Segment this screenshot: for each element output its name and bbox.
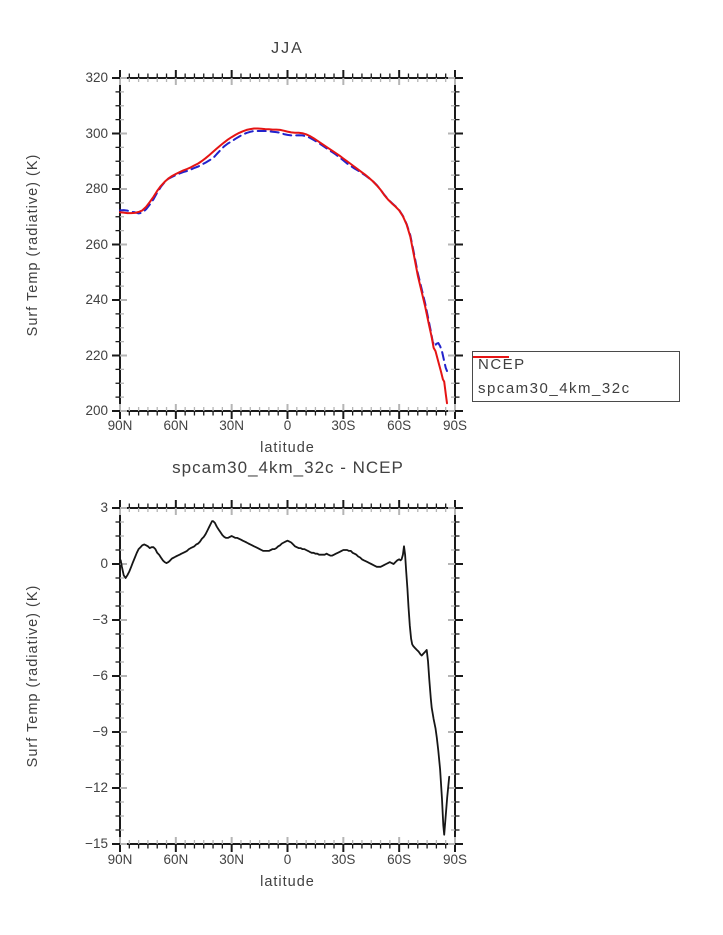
series-line-spcam30-4km-32c xyxy=(119,127,448,405)
y-tick-label: 0 xyxy=(100,556,108,571)
bottom-chart-title: spcam30_4km_32c - NCEP xyxy=(172,458,404,477)
x-tick-label: 60N xyxy=(163,852,189,867)
x-tick-label: 0 xyxy=(283,852,292,867)
y-tick-label: 300 xyxy=(85,125,108,141)
y-tick-label: −9 xyxy=(92,724,108,739)
spcam-solid-line-swatch xyxy=(473,356,509,358)
series-line-ncep xyxy=(119,130,448,372)
y-tick-label: 280 xyxy=(85,181,108,196)
y-tick-label: −3 xyxy=(92,612,108,627)
legend-label-ncep: NCEP xyxy=(478,356,526,374)
x-tick-label: 30N xyxy=(219,852,245,867)
y-tick-label: 240 xyxy=(85,292,108,307)
y-tick-label: 320 xyxy=(85,70,108,85)
x-tick-label: 0 xyxy=(283,418,292,433)
x-tick-label: 30N xyxy=(219,418,245,433)
x-tick-label: 60S xyxy=(387,852,412,867)
top-chart-title: JJA xyxy=(271,40,304,57)
x-tick-label: 60N xyxy=(163,418,189,433)
top-chart-x-axis-label: latitude xyxy=(260,440,315,456)
x-tick-label: 30S xyxy=(331,852,356,867)
y-tick-label: −15 xyxy=(85,836,108,851)
bottom-chart-y-axis-label: Surf Temp (radiative) (K) xyxy=(25,584,41,768)
legend-label-spcam: spcam30_4km_32c xyxy=(478,379,631,397)
legend: NCEP spcam30_4km_32c xyxy=(472,351,680,402)
x-tick-label: 90N xyxy=(107,418,133,433)
y-tick-label: 3 xyxy=(100,500,108,515)
x-tick-label: 90S xyxy=(442,418,468,433)
x-tick-label: 90S xyxy=(442,852,468,867)
plot-frame xyxy=(119,77,456,412)
y-tick-label: −6 xyxy=(92,668,108,683)
y-tick-label: 220 xyxy=(85,347,108,363)
x-tick-label: 30S xyxy=(331,418,356,433)
series-line-spcam30-4km-32c-ncep xyxy=(119,520,451,836)
y-tick-label: 200 xyxy=(85,403,108,418)
x-tick-label: 90N xyxy=(107,852,133,867)
y-tick-label: 260 xyxy=(85,236,108,252)
x-tick-label: 60S xyxy=(387,418,412,433)
legend-row-spcam: spcam30_4km_32c xyxy=(473,356,679,401)
top-chart-y-axis-label: Surf Temp (radiative) (K) xyxy=(25,153,41,337)
y-tick-label: −12 xyxy=(85,780,108,795)
bottom-chart-x-axis-label: latitude xyxy=(260,874,315,890)
